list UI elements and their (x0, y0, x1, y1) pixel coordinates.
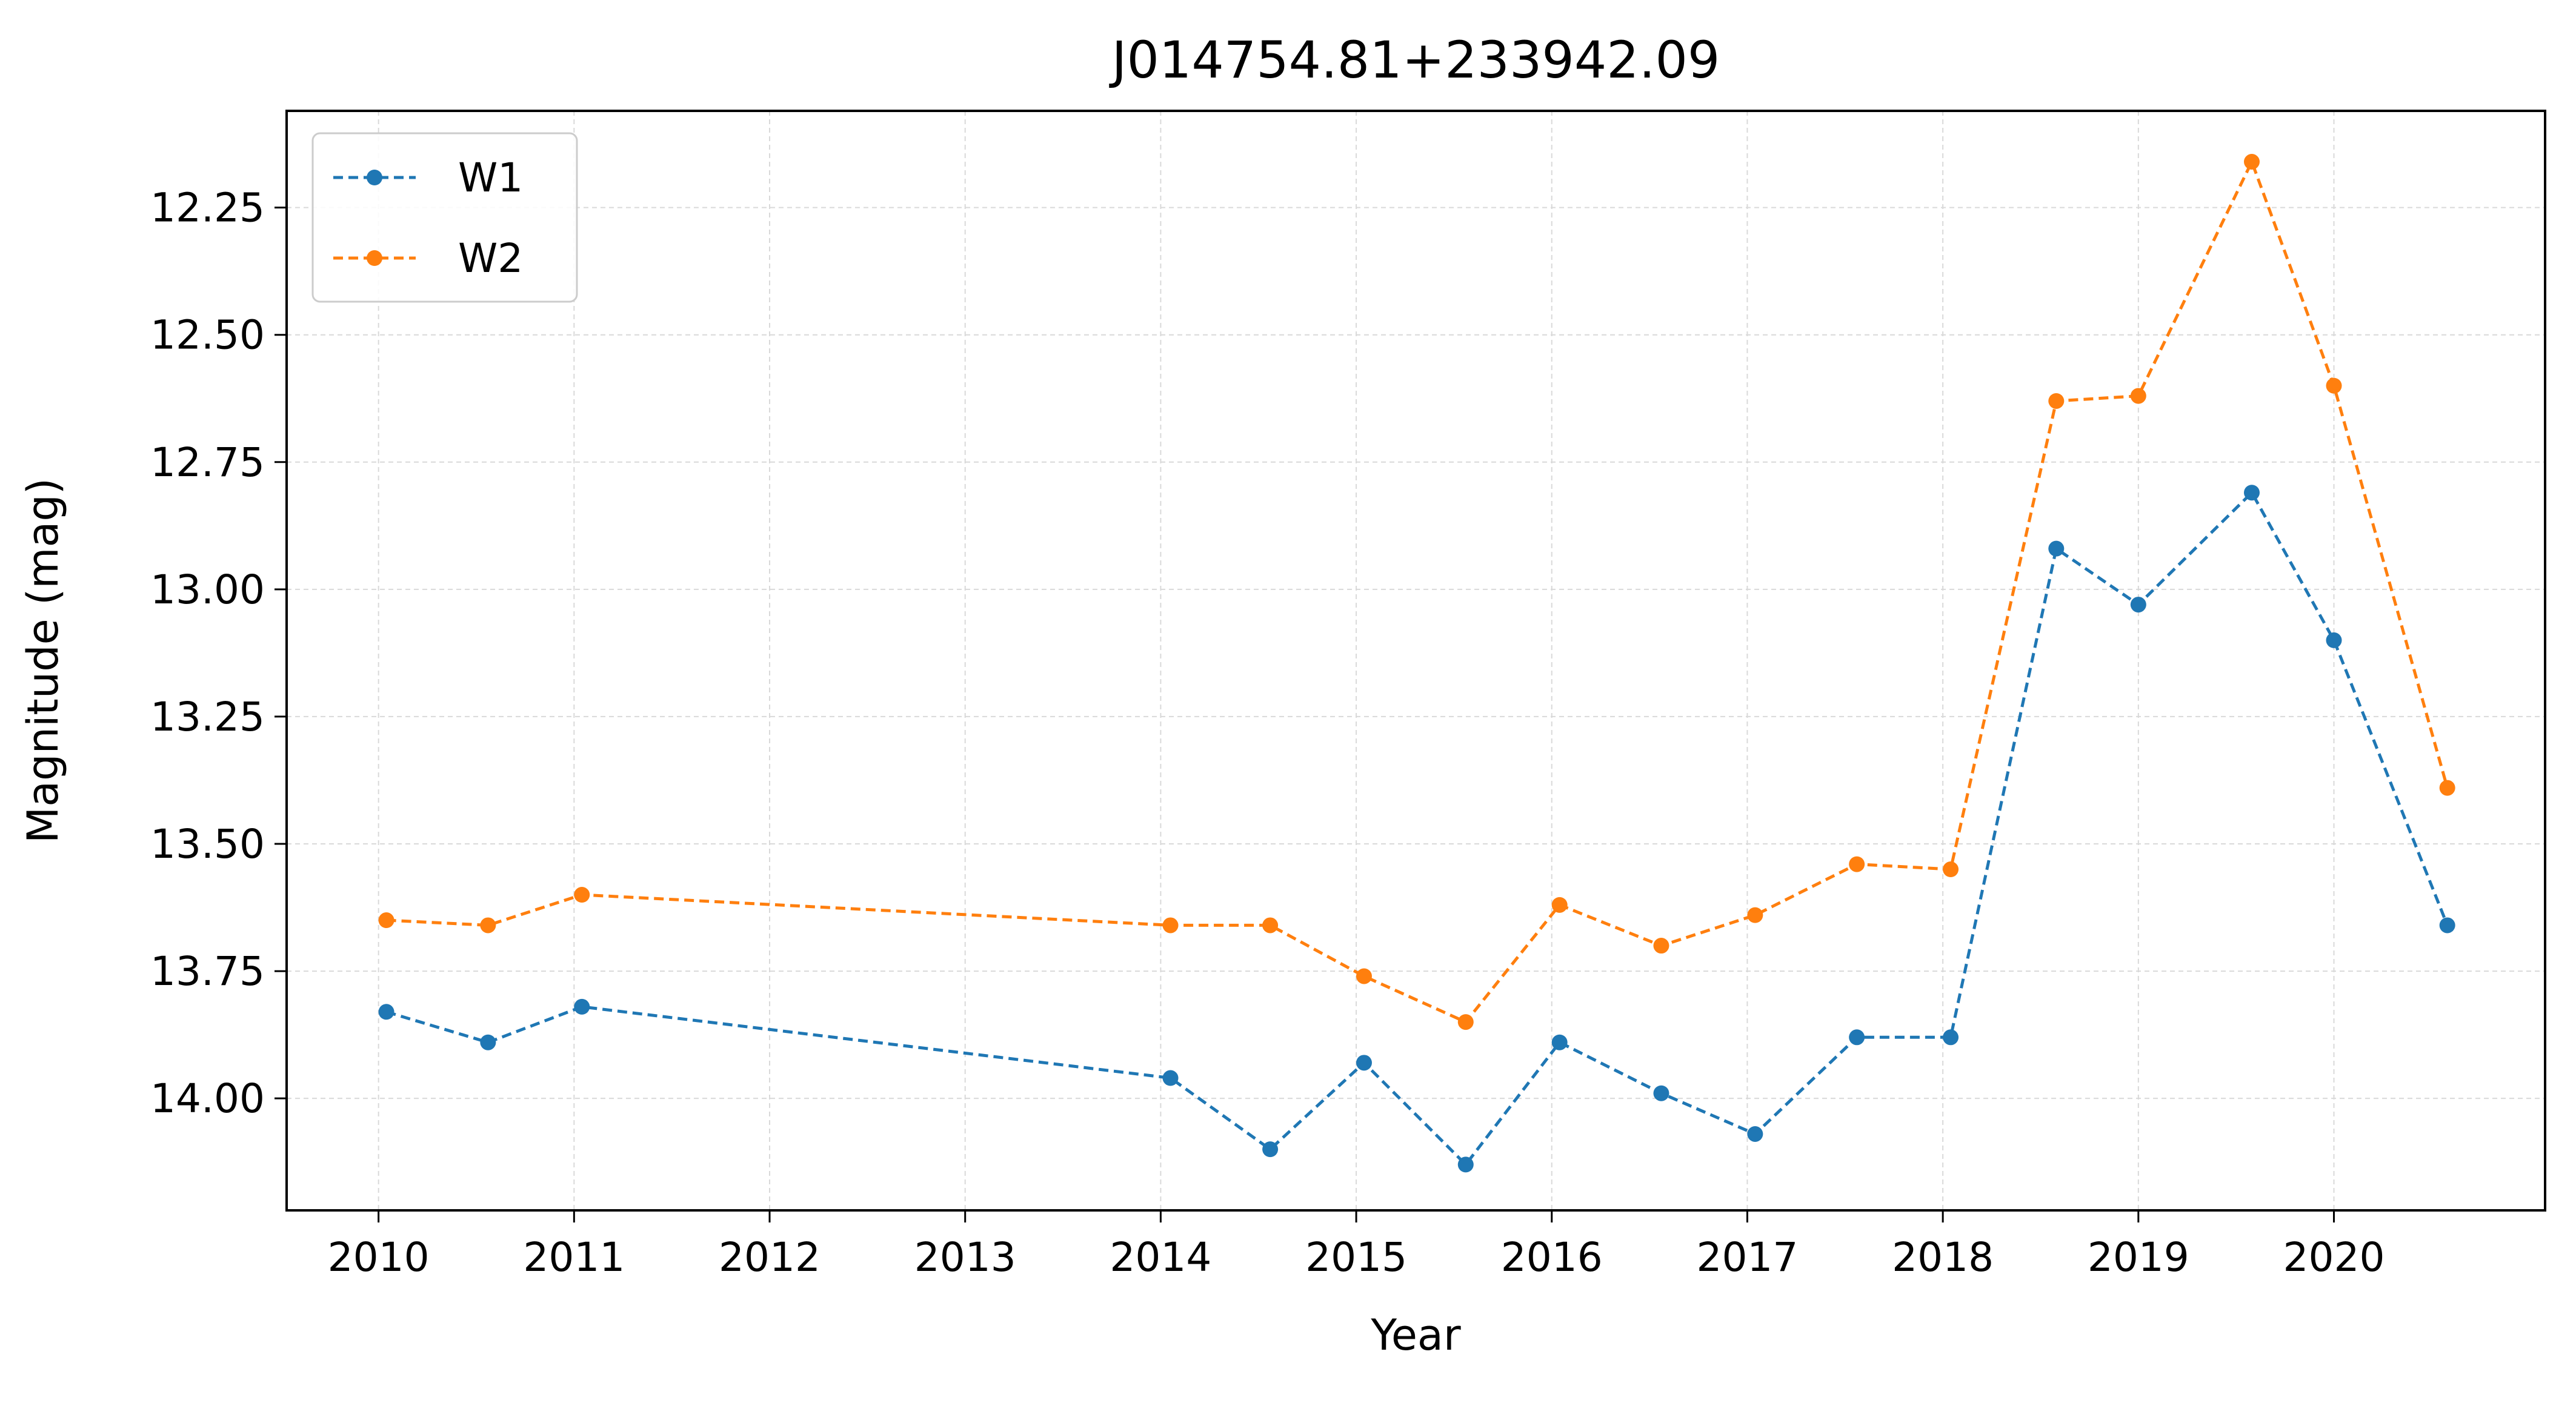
series-layer (378, 154, 2455, 1173)
x-tick-label: 2017 (1696, 1234, 1798, 1281)
legend-label-w2: W2 (458, 235, 523, 282)
grid (287, 111, 2545, 1210)
x-tick-label: 2019 (2088, 1234, 2189, 1281)
data-point-w1 (2243, 485, 2260, 501)
x-tick-label: 2012 (719, 1234, 820, 1281)
y-tick-label: 12.75 (150, 439, 265, 486)
data-point-w1 (1747, 1126, 1763, 1142)
legend-box (311, 132, 578, 303)
data-point-w1 (2326, 632, 2342, 648)
data-point-w2 (1551, 897, 1568, 913)
legend-swatch-marker-w2 (367, 250, 382, 266)
data-point-w1 (1943, 1029, 1959, 1046)
data-point-w2 (1747, 907, 1763, 923)
data-point-w1 (1262, 1141, 1279, 1158)
data-point-w2 (2048, 393, 2065, 409)
data-point-w1 (1162, 1070, 1179, 1086)
data-point-w2 (2130, 388, 2146, 404)
data-point-w2 (1849, 856, 1865, 872)
y-tick-label: 12.25 (150, 185, 265, 231)
data-point-w2 (1457, 1014, 1474, 1030)
data-point-w1 (1457, 1156, 1474, 1173)
data-point-w1 (574, 998, 590, 1015)
data-point-w2 (378, 912, 394, 929)
y-tick-label: 13.50 (150, 821, 265, 867)
x-tick-label: 2013 (914, 1234, 1016, 1281)
legend-swatch-marker-w1 (367, 170, 382, 185)
x-tick-label: 2015 (1305, 1234, 1407, 1281)
x-tick-label: 2010 (328, 1234, 430, 1281)
y-tick-label: 14.00 (150, 1075, 265, 1122)
plot-frame (285, 110, 2546, 1212)
data-point-w2 (480, 917, 496, 934)
data-point-w1 (1356, 1055, 1372, 1071)
y-tick-label: 13.75 (150, 948, 265, 995)
data-point-w1 (2439, 917, 2455, 934)
data-point-w2 (1262, 917, 1279, 934)
data-point-w2 (2243, 154, 2260, 170)
x-axis-label: Year (1370, 1310, 1460, 1360)
legend-label-w1: W1 (458, 154, 523, 201)
x-tick-label: 2014 (1110, 1234, 1211, 1281)
x-tick-label: 2016 (1501, 1234, 1603, 1281)
x-tick-label: 2018 (1892, 1234, 1994, 1281)
data-point-w1 (378, 1004, 394, 1020)
data-point-w1 (1551, 1034, 1568, 1050)
y-tick-label: 13.25 (150, 694, 265, 740)
x-tick-label: 2020 (2283, 1234, 2385, 1281)
data-point-w1 (480, 1034, 496, 1050)
x-tick-label: 2011 (523, 1234, 625, 1281)
y-axis-label: Magnitude (mag) (18, 478, 68, 843)
y-tick-label: 12.50 (150, 312, 265, 359)
ticks-layer: 2010 2011 2012 2013 2014 2015 2016 2017 2018 2019… (150, 185, 2385, 1281)
data-point-w2 (2439, 780, 2455, 796)
data-point-w2 (574, 887, 590, 903)
data-point-w1 (1849, 1029, 1865, 1046)
data-point-w2 (1943, 861, 1959, 878)
data-point-w1 (1653, 1085, 1669, 1101)
data-point-w2 (1356, 968, 1372, 984)
data-point-w2 (1162, 917, 1179, 934)
chart-title: J014754.81+233942.09 (1109, 30, 1720, 90)
legend: W1 W2 (311, 132, 578, 303)
data-point-w2 (2326, 377, 2342, 394)
data-point-w2 (1653, 938, 1669, 954)
data-point-w1 (2048, 540, 2065, 557)
y-tick-label: 13.00 (150, 566, 265, 613)
data-point-w1 (2130, 597, 2146, 613)
